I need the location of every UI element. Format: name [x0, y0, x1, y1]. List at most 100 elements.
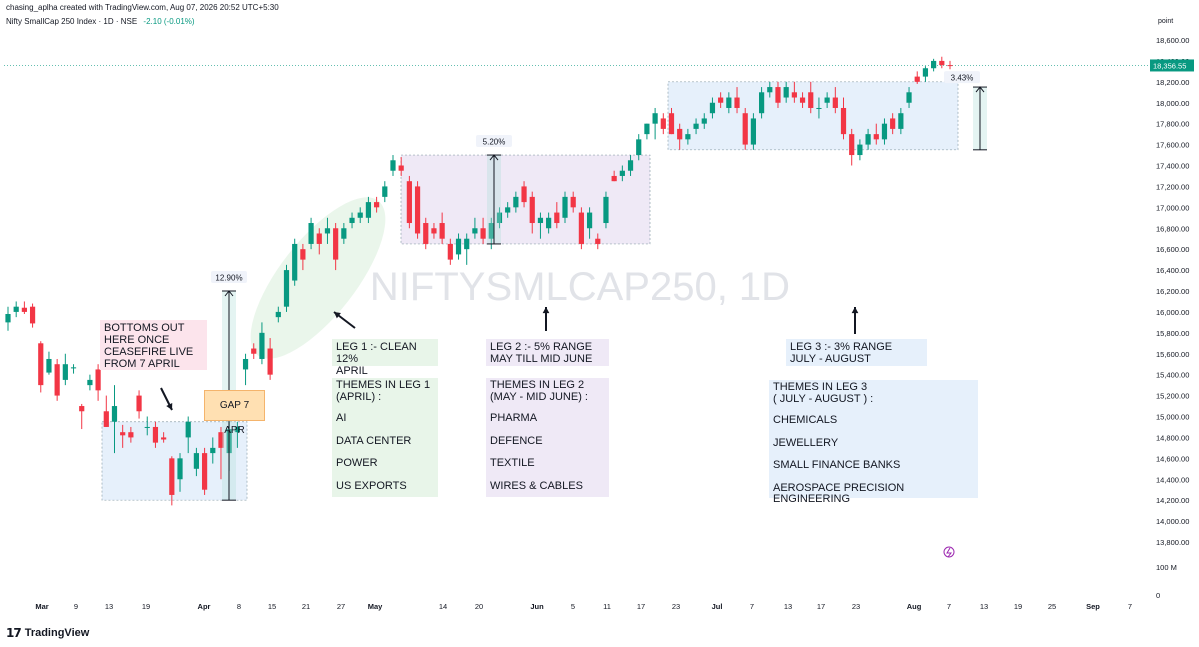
candle — [898, 107, 904, 135]
candle — [349, 212, 355, 229]
arrow-head — [851, 307, 859, 314]
measure-label: 3.43% — [951, 74, 974, 83]
price-tick-label: 15,200.00 — [1156, 392, 1189, 401]
time-tick-label: Jul — [712, 602, 723, 611]
candle — [718, 92, 724, 108]
candle-body — [726, 97, 732, 108]
candle-body — [439, 223, 445, 239]
price-tick-label: 16,000.00 — [1156, 308, 1189, 317]
leg3-themes-line: THEMES IN LEG 3 — [773, 381, 868, 393]
candle — [578, 207, 584, 250]
time-tick-label: 23 — [852, 602, 860, 611]
candle-body — [316, 233, 322, 244]
candle — [423, 217, 429, 250]
time-tick-label: 14 — [439, 602, 447, 611]
candle-body — [414, 186, 421, 234]
price-tick-label: 17,000.00 — [1156, 203, 1189, 212]
candle — [570, 191, 576, 213]
candle — [849, 128, 855, 166]
candle-body — [816, 107, 822, 109]
candle — [431, 223, 437, 239]
time-tick-label: 21 — [302, 602, 310, 611]
candle — [333, 223, 339, 271]
leg2-theme-item: PHARMA — [490, 412, 538, 424]
leg1-title-line: APRIL — [336, 365, 368, 377]
candle-body — [603, 196, 609, 224]
candle-body — [857, 144, 863, 156]
chart-credit: chasing_aplha created with TradingView.c… — [6, 3, 279, 12]
leg1-theme-item: AI — [336, 412, 347, 424]
leg2-themes-line: THEMES IN LEG 2 — [490, 379, 585, 391]
candle — [554, 202, 560, 229]
price-tick-label: 15,400.00 — [1156, 371, 1189, 380]
candle-body — [357, 212, 363, 218]
time-tick-label: 5 — [571, 602, 575, 611]
candle-body — [210, 447, 216, 454]
candle — [668, 107, 675, 135]
candle-body — [87, 379, 93, 386]
candle-body — [898, 113, 904, 129]
candle — [529, 191, 535, 234]
tradingview-logo[interactable]: 17 TradingView — [6, 626, 89, 640]
leg1-title: LEG 1 :- CLEAN 12% APRIL — [332, 339, 438, 377]
candle-body — [374, 202, 380, 208]
time-tick-label: 19 — [1014, 602, 1022, 611]
candle-body — [668, 113, 675, 135]
candle-body — [267, 348, 273, 375]
candle — [447, 238, 453, 265]
leg3-title-line: LEG 3 :- 3% RANGE — [790, 341, 893, 353]
candle-body — [627, 160, 634, 171]
candle — [873, 123, 879, 145]
candle — [521, 181, 527, 208]
candle — [505, 202, 511, 218]
candle-body — [947, 65, 953, 67]
candle-body — [177, 458, 183, 480]
leg1-theme-item: US EXPORTS — [336, 479, 407, 492]
symbol-watermark: NIFTYSMLCAP250, 1D — [370, 265, 790, 309]
arrow-head — [166, 403, 173, 410]
candle — [62, 353, 68, 386]
candle-body — [496, 212, 503, 224]
time-tick-label: 13 — [784, 602, 792, 611]
candle — [816, 97, 822, 119]
candle-body — [472, 228, 478, 234]
leg2-title-line: LEG 2 :- 5% RANGE — [490, 341, 593, 353]
candle — [267, 338, 273, 380]
candle-body — [390, 160, 396, 171]
measure-label: 12.90% — [215, 274, 242, 283]
candle-body — [193, 453, 199, 469]
leg3-theme-item: AEROSPACE PRECISION ENGINEERING — [773, 481, 905, 505]
candle-body — [144, 426, 150, 428]
candle — [357, 207, 363, 224]
arrow-leg3 — [851, 307, 859, 334]
time-tick-label: Sep — [1086, 602, 1100, 611]
measure-2: 5.20% — [476, 135, 512, 245]
candle — [603, 191, 609, 229]
price-tick-label: 15,000.00 — [1156, 413, 1189, 422]
candle-body — [562, 196, 568, 218]
candle-body — [865, 134, 871, 145]
bottom-note-line: CEASEFIRE LIVE — [104, 346, 194, 358]
time-tick-label: 27 — [337, 602, 345, 611]
candle — [726, 92, 732, 114]
candle — [742, 107, 748, 150]
candle-body — [783, 87, 789, 98]
candle-body — [586, 212, 593, 229]
candle-body — [111, 406, 118, 422]
lightning-icon-bolt — [946, 547, 952, 558]
candle-body — [529, 196, 535, 224]
candle — [922, 66, 929, 82]
candle — [914, 71, 920, 84]
candle-body — [169, 458, 175, 495]
candle — [865, 128, 871, 150]
bottom-note-line: HERE ONCE — [104, 334, 170, 346]
price-tick-label: 13,800.00 — [1156, 538, 1189, 547]
candle-body — [939, 60, 945, 66]
price-tick-label: 14,000.00 — [1156, 517, 1189, 526]
candle — [152, 421, 159, 448]
candle — [627, 155, 634, 176]
candle-body — [259, 332, 265, 359]
candle — [931, 58, 937, 72]
time-tick-label: 11 — [603, 602, 611, 611]
